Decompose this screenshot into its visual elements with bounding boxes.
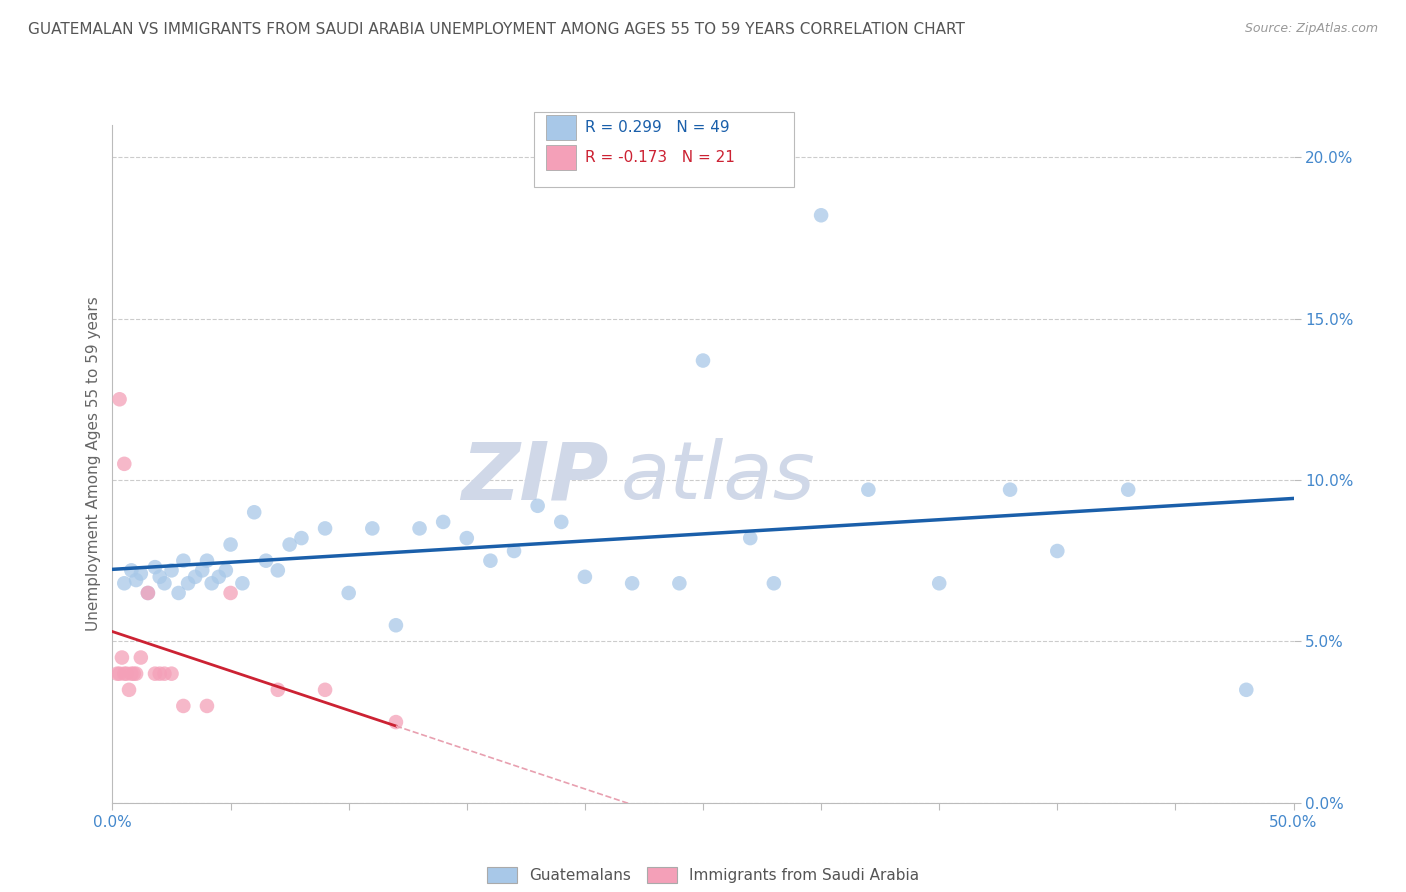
Point: [621, 576, 644, 591]
Point: [172, 554, 194, 568]
Point: [762, 576, 785, 591]
Point: [243, 505, 266, 519]
Point: [129, 650, 152, 665]
Point: [215, 563, 238, 577]
Text: atlas: atlas: [620, 438, 815, 516]
Point: [361, 521, 384, 535]
Point: [385, 715, 408, 730]
Point: [201, 576, 224, 591]
Point: [149, 666, 172, 681]
Point: [479, 554, 502, 568]
Point: [692, 353, 714, 368]
Point: [112, 666, 135, 681]
Point: [112, 457, 135, 471]
Point: [314, 682, 336, 697]
Point: [153, 576, 176, 591]
Point: [143, 560, 166, 574]
Point: [195, 554, 218, 568]
Point: [998, 483, 1021, 497]
Point: [337, 586, 360, 600]
Point: [928, 576, 950, 591]
Point: [314, 521, 336, 535]
Point: [191, 563, 214, 577]
Point: [456, 531, 478, 545]
Legend: Guatemalans, Immigrants from Saudi Arabia: Guatemalans, Immigrants from Saudi Arabi…: [486, 867, 920, 883]
Text: GUATEMALAN VS IMMIGRANTS FROM SAUDI ARABIA UNEMPLOYMENT AMONG AGES 55 TO 59 YEAR: GUATEMALAN VS IMMIGRANTS FROM SAUDI ARAB…: [28, 22, 965, 37]
Text: R = 0.299   N = 49: R = 0.299 N = 49: [585, 120, 730, 135]
Point: [120, 563, 142, 577]
Point: [290, 531, 312, 545]
Point: [668, 576, 690, 591]
Point: [160, 563, 183, 577]
Point: [160, 666, 183, 681]
Point: [254, 554, 277, 568]
Point: [136, 586, 159, 600]
Point: [118, 682, 141, 697]
Point: [143, 666, 166, 681]
Point: [526, 499, 548, 513]
Point: [219, 586, 242, 600]
Point: [858, 483, 880, 497]
Point: [432, 515, 454, 529]
Point: [278, 537, 301, 551]
Point: [129, 566, 152, 581]
Text: ZIP: ZIP: [461, 438, 609, 516]
Point: [408, 521, 430, 535]
Point: [219, 537, 242, 551]
Point: [108, 392, 131, 407]
Point: [385, 618, 408, 632]
Point: [125, 666, 148, 681]
Point: [149, 570, 172, 584]
Point: [136, 586, 159, 600]
Point: [122, 666, 145, 681]
Point: [503, 544, 526, 558]
Y-axis label: Unemployment Among Ages 55 to 59 years: Unemployment Among Ages 55 to 59 years: [86, 296, 101, 632]
Point: [195, 698, 218, 713]
Point: [177, 576, 200, 591]
Point: [105, 666, 128, 681]
Point: [231, 576, 253, 591]
Point: [108, 666, 131, 681]
Point: [112, 576, 135, 591]
Point: [172, 698, 194, 713]
Point: [115, 666, 138, 681]
Text: Source: ZipAtlas.com: Source: ZipAtlas.com: [1244, 22, 1378, 36]
Point: [120, 666, 142, 681]
Point: [153, 666, 176, 681]
Point: [550, 515, 572, 529]
Text: R = -0.173   N = 21: R = -0.173 N = 21: [585, 151, 735, 165]
Point: [267, 563, 290, 577]
Point: [1046, 544, 1069, 558]
Point: [167, 586, 190, 600]
Point: [740, 531, 762, 545]
Point: [125, 573, 148, 587]
Point: [1234, 682, 1257, 697]
Point: [208, 570, 231, 584]
Point: [1116, 483, 1139, 497]
Point: [267, 682, 290, 697]
Point: [810, 208, 832, 222]
Point: [574, 570, 596, 584]
Point: [111, 650, 134, 665]
Point: [184, 570, 207, 584]
